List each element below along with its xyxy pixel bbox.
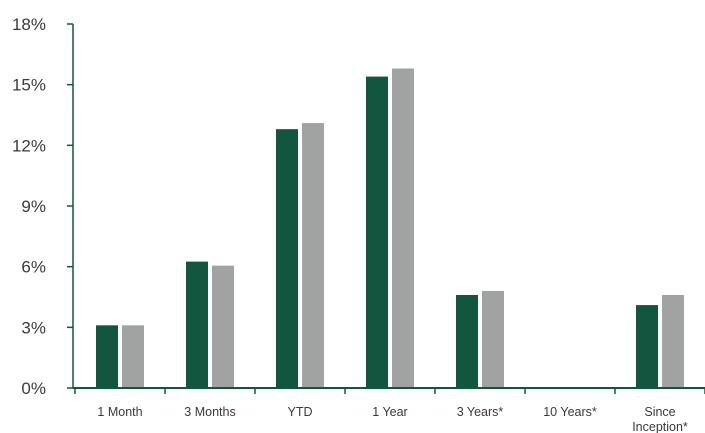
bar-fund — [276, 129, 298, 388]
x-tick-label: Since Inception* — [632, 405, 688, 433]
x-tick-label: 3 Years* — [457, 405, 504, 419]
x-tick-label: 3 Months — [184, 405, 235, 419]
y-tick-label: 6% — [21, 258, 46, 277]
y-tick-label: 9% — [21, 197, 46, 216]
bar-benchmark — [122, 325, 144, 388]
y-tick-label: 3% — [21, 318, 46, 337]
bar-benchmark — [482, 290, 504, 388]
bar-benchmark — [212, 265, 234, 388]
y-tick-label: 15% — [12, 76, 46, 95]
x-tick-label: YTD — [288, 405, 313, 419]
x-tick-label: 1 Month — [97, 405, 142, 419]
bar-fund — [186, 261, 208, 388]
y-tick-label: 18% — [12, 15, 46, 34]
bar-fund — [456, 294, 478, 388]
bar-benchmark — [392, 68, 414, 388]
bar-fund — [96, 325, 118, 388]
bar-benchmark — [302, 123, 324, 388]
x-tick-label: 10 Years* — [543, 405, 597, 419]
bar-benchmark — [662, 294, 684, 388]
bar-fund — [366, 76, 388, 389]
bar-fund — [636, 305, 658, 388]
y-tick-label: 0% — [21, 379, 46, 398]
y-tick-label: 12% — [12, 136, 46, 155]
x-axis-ticks: 1 Month 3 Months YTD 1 Year 3 Years* 10 Years… — [74, 388, 705, 433]
y-axis-ticks: 0% 3% 6% 9% 12% 15% 18% — [12, 15, 73, 398]
bars-layer — [96, 68, 684, 389]
x-tick-label: 1 Year — [372, 405, 407, 419]
